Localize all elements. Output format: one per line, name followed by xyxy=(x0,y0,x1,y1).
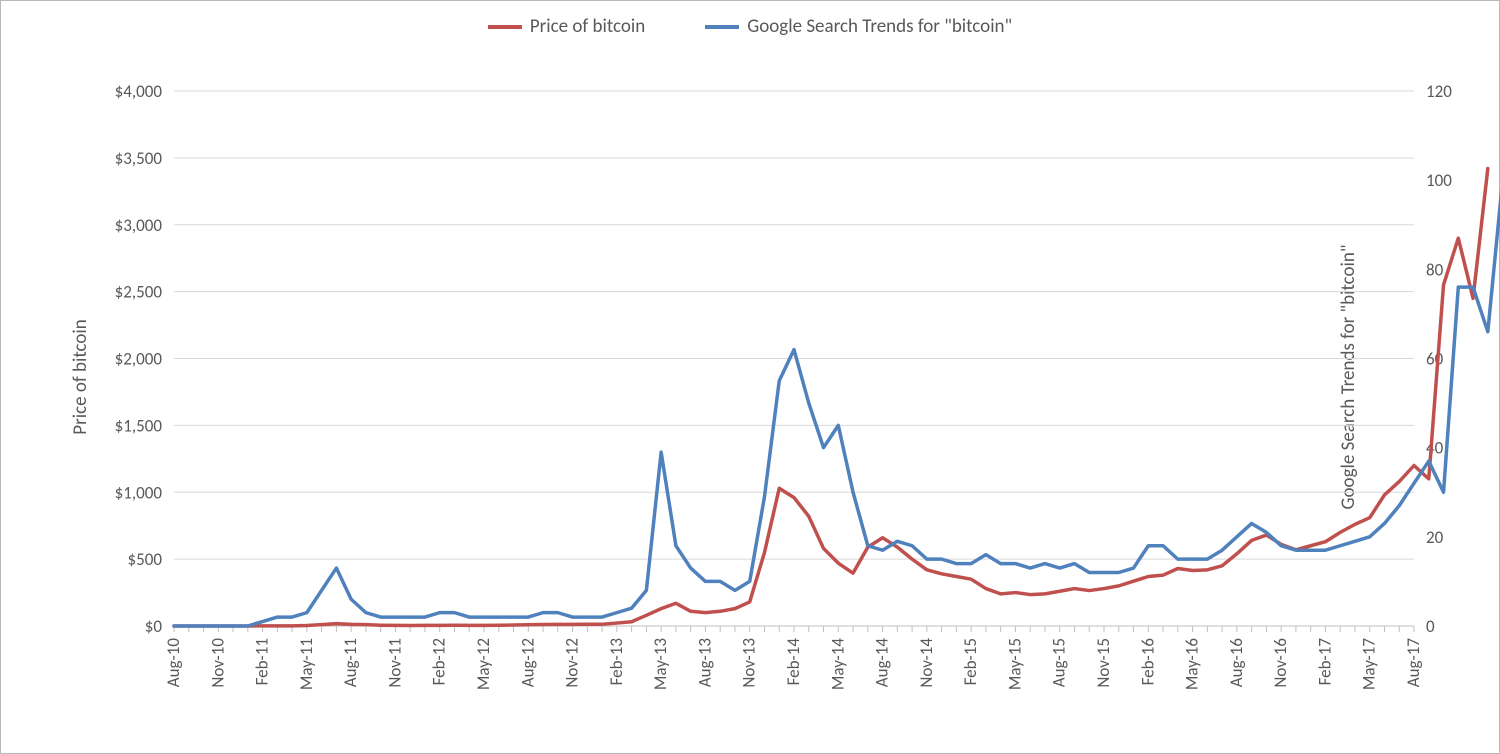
svg-text:0: 0 xyxy=(1426,616,1435,637)
svg-text:Nov-16: Nov-16 xyxy=(1270,638,1291,688)
legend-item-price: Price of bitcoin xyxy=(488,15,645,38)
svg-text:Aug-17: Aug-17 xyxy=(1403,638,1424,688)
svg-text:$3,500: $3,500 xyxy=(115,148,163,169)
svg-text:$1,000: $1,000 xyxy=(115,482,163,503)
svg-text:Nov-12: Nov-12 xyxy=(562,638,583,688)
svg-text:Nov-10: Nov-10 xyxy=(207,638,228,688)
svg-text:$500: $500 xyxy=(128,549,163,570)
svg-text:May-14: May-14 xyxy=(827,638,848,691)
svg-text:Feb-15: Feb-15 xyxy=(960,638,981,685)
svg-text:Feb-13: Feb-13 xyxy=(606,638,627,685)
svg-text:May-11: May-11 xyxy=(296,638,317,690)
svg-text:Nov-13: Nov-13 xyxy=(739,638,760,688)
svg-text:$0: $0 xyxy=(145,616,163,637)
svg-text:60: 60 xyxy=(1426,349,1444,370)
legend: Price of bitcoin Google Search Trends fo… xyxy=(1,15,1499,38)
svg-text:Nov-15: Nov-15 xyxy=(1093,638,1114,688)
svg-text:Aug-11: Aug-11 xyxy=(340,638,361,687)
svg-text:May-17: May-17 xyxy=(1359,638,1380,691)
svg-text:May-16: May-16 xyxy=(1182,638,1203,691)
svg-text:May-13: May-13 xyxy=(650,638,671,690)
svg-text:Aug-10: Aug-10 xyxy=(163,638,184,688)
legend-item-trends: Google Search Trends for "bitcoin" xyxy=(705,15,1012,38)
svg-text:Feb-14: Feb-14 xyxy=(783,638,804,686)
svg-text:$2,500: $2,500 xyxy=(115,282,163,303)
svg-text:Aug-12: Aug-12 xyxy=(517,638,538,687)
legend-swatch-trends xyxy=(705,25,739,29)
plot-area: $0$500$1,000$1,500$2,000$2,500$3,000$3,5… xyxy=(174,71,1414,631)
legend-swatch-price xyxy=(488,25,522,29)
legend-label-trends: Google Search Trends for "bitcoin" xyxy=(747,15,1012,38)
svg-text:Aug-15: Aug-15 xyxy=(1049,638,1070,687)
svg-text:Feb-11: Feb-11 xyxy=(252,638,273,685)
svg-text:Aug-14: Aug-14 xyxy=(872,638,893,688)
svg-text:Aug-13: Aug-13 xyxy=(694,638,715,687)
svg-text:Aug-16: Aug-16 xyxy=(1226,638,1247,688)
svg-text:Feb-12: Feb-12 xyxy=(429,638,450,685)
svg-text:120: 120 xyxy=(1426,81,1452,102)
chart-container: Price of bitcoin Google Search Trends fo… xyxy=(0,0,1500,754)
svg-text:$2,000: $2,000 xyxy=(115,349,163,370)
y1-axis-title: Price of bitcoin xyxy=(69,319,92,434)
svg-text:40: 40 xyxy=(1426,438,1444,459)
legend-label-price: Price of bitcoin xyxy=(530,15,645,38)
svg-text:Nov-14: Nov-14 xyxy=(916,638,937,688)
svg-text:Nov-11: Nov-11 xyxy=(384,638,405,688)
svg-text:Feb-16: Feb-16 xyxy=(1137,638,1158,686)
chart-svg: $0$500$1,000$1,500$2,000$2,500$3,000$3,5… xyxy=(174,71,1414,631)
svg-text:20: 20 xyxy=(1426,527,1444,548)
svg-text:80: 80 xyxy=(1426,259,1444,280)
svg-text:$1,500: $1,500 xyxy=(115,415,163,436)
svg-text:May-12: May-12 xyxy=(473,638,494,690)
svg-text:Feb-17: Feb-17 xyxy=(1314,638,1335,686)
svg-text:$3,000: $3,000 xyxy=(115,215,163,236)
svg-text:100: 100 xyxy=(1426,170,1452,191)
svg-text:$4,000: $4,000 xyxy=(115,81,163,102)
svg-text:May-15: May-15 xyxy=(1004,638,1025,690)
